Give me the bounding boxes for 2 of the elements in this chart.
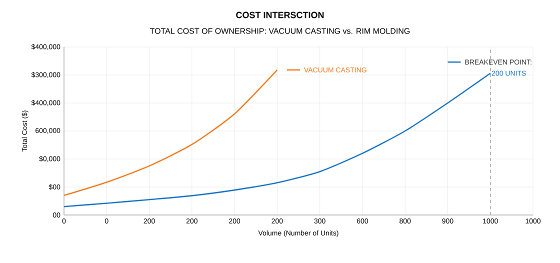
chart-subtitle: TOTAL COST OF OWNERSHIP: VACUUM CASTING vs. RIM MOLDING (150, 28, 410, 34)
chart-title: COST INTERSCTION (236, 12, 324, 18)
